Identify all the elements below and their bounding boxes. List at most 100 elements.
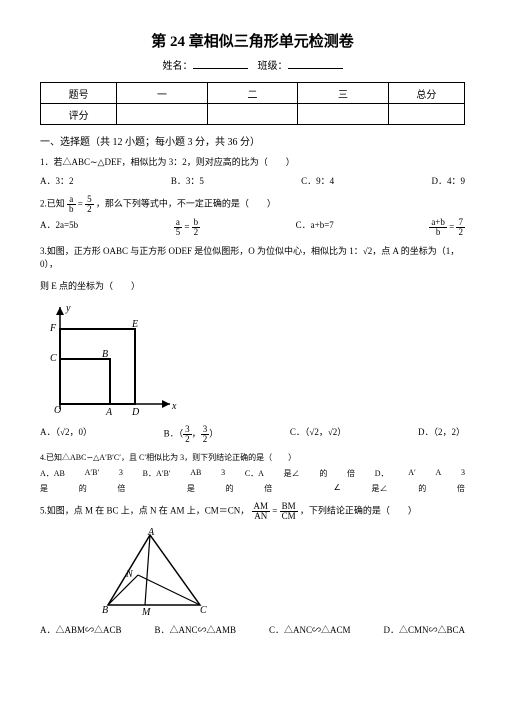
frac-icon: ab (67, 195, 76, 214)
svg-text:x: x (171, 401, 177, 412)
th-2: 二 (207, 83, 297, 104)
page-title: 第 24 章相似三角形单元检测卷 (40, 30, 465, 51)
td-score-label: 评分 (41, 104, 117, 125)
cell: 3 (119, 468, 123, 479)
svg-text:D: D (131, 407, 140, 418)
q2-suffix: ，那么下列等式中，不一定正确的是（ ） (96, 198, 276, 208)
th-total: 总分 (388, 83, 464, 104)
svg-text:B: B (102, 349, 108, 360)
td-blank (388, 104, 464, 125)
td-blank (298, 104, 388, 125)
cell: 的 (226, 483, 234, 494)
frac-icon: a5 (174, 218, 183, 237)
name-label: 姓名： (163, 61, 193, 72)
cell: 的 (79, 483, 87, 494)
th-1: 一 (117, 83, 207, 104)
eq-sign: = (449, 221, 454, 231)
svg-text:E: E (131, 319, 138, 330)
opt-c: C．a+b=7 (296, 218, 334, 237)
q3-figure: O A D x C B F E y (40, 299, 465, 419)
table-row: 题号 一 二 三 总分 (41, 83, 465, 104)
svg-text:A: A (147, 527, 155, 538)
q5-suffix: ，下列结论正确的是（ ） (300, 506, 417, 516)
opt-c: C．（√2，√2） (290, 425, 346, 444)
q2-prefix: 2.已知 (40, 198, 65, 208)
q5-opts: A．△ABM∽△ACB B．△ANC∽△AMB C．△ANC∽△ACM D．△C… (40, 623, 465, 636)
eq-sign: = (272, 506, 277, 516)
cell: A．AB (40, 468, 65, 479)
cell: 倍 (117, 483, 125, 494)
opt-a: A．2a=5b (40, 218, 78, 237)
cell: 是∠ (284, 468, 300, 479)
q5-prefix: 5.如图，点 M 在 BC 上，点 N 在 AM 上，CM＝CN， (40, 506, 249, 516)
frac-icon: AMAN (252, 502, 271, 521)
opt-d: D．4：9 (431, 174, 465, 187)
svg-text:A: A (105, 407, 113, 418)
cell: 是∠ (372, 483, 388, 494)
cell: D． (375, 468, 389, 479)
svg-text:C: C (50, 353, 57, 364)
td-blank (117, 104, 207, 125)
svg-text:F: F (49, 323, 57, 334)
cell: C．A (245, 468, 264, 479)
cell: A (435, 468, 441, 479)
opt-b: B．（32，32） (164, 425, 219, 444)
q2-opts: A．2a=5b a5 = b2 C．a+b=7 a+bb = 72 (40, 218, 465, 237)
frac-icon: 72 (456, 218, 465, 237)
opt-d: D．（2，2） (418, 425, 465, 444)
score-table: 题号 一 二 三 总分 评分 (40, 82, 465, 125)
opt-b: B．△ANC∽△AMB (154, 623, 236, 636)
q2-text: 2.已知 ab = 52 ，那么下列等式中，不一定正确的是（ ） (40, 195, 465, 214)
eq-sign: = (78, 198, 83, 208)
cell: A′ (408, 468, 416, 479)
opt-a: A．3：2 (40, 174, 74, 187)
svg-text:N: N (125, 569, 134, 580)
cell: 的 (319, 468, 327, 479)
cell: AB (190, 468, 201, 479)
q5-text: 5.如图，点 M 在 BC 上，点 N 在 AM 上，CM＝CN， AMAN =… (40, 502, 465, 521)
q1-opts: A．3：2 B．3：5 C．9：4 D．4：9 (40, 174, 465, 187)
svg-text:M: M (141, 607, 151, 617)
opt-a: A．△ABM∽△ACB (40, 623, 122, 636)
th-3: 三 (298, 83, 388, 104)
cell: A′B′ (85, 468, 100, 479)
q5-figure: A N B M C (100, 527, 465, 617)
opt-c: C．9：4 (301, 174, 334, 187)
q3-text2: 则 E 点的坐标为（ ） (40, 280, 465, 294)
opt-d: a+bb = 72 (429, 218, 465, 237)
th-itemno: 题号 (41, 83, 117, 104)
header-line: 姓名： 班级： (40, 57, 465, 72)
opt-c: C．△ANC∽△ACM (269, 623, 351, 636)
cell: 3 (461, 468, 465, 479)
q4-row1: A．AB A′B′ 3 B．A′B′ AB 3 C．A 是∠ 的 倍 D． A′… (40, 468, 465, 479)
q3-opts: A．（√2，0） B．（32，32） C．（√2，√2） D．（2，2） (40, 425, 465, 444)
class-label: 班级： (258, 61, 288, 72)
cell: ∠ (334, 483, 341, 494)
cell: 倍 (347, 468, 355, 479)
class-blank (288, 58, 343, 69)
opt-d: D．△CMN∽△BCA (383, 623, 465, 636)
frac-icon: 32 (201, 425, 210, 444)
frac-icon: 32 (183, 425, 192, 444)
frac-icon: a+bb (429, 218, 447, 237)
frac-icon: 52 (85, 195, 94, 214)
opt-b: a5 = b2 (174, 218, 201, 237)
svg-text:y: y (65, 303, 71, 314)
cell: 倍 (264, 483, 272, 494)
cell: 3 (221, 468, 225, 479)
q4-text: 4.已知△ABC∽△A′B′C′，且 C′相似比为 3，则下列结论正确的是（ ） (40, 452, 465, 464)
svg-text:B: B (102, 605, 108, 616)
frac-icon: BMCM (280, 502, 298, 521)
eq-sign: = (184, 221, 189, 231)
name-blank (193, 58, 248, 69)
td-blank (207, 104, 297, 125)
q1-text: 1．若△ABC∼△DEF，相似比为 3：2，则对应高的比为（ ） (40, 156, 465, 170)
cell: B．A′B′ (143, 468, 171, 479)
q3-text: 3.如图，正方形 OABC 与正方形 ODEF 是位似图形，O 为位似中心，相似… (40, 245, 465, 272)
frac-icon: b2 (192, 218, 201, 237)
section-heading: 一、选择题（共 12 小题；每小题 3 分，共 36 分） (40, 133, 465, 148)
q4-row2: 是 的 倍 是 的 倍 ∠ 是∠ 的 倍 (40, 483, 465, 494)
cell: 是 (187, 483, 195, 494)
svg-text:C: C (200, 605, 207, 616)
cell: 是 (40, 483, 48, 494)
